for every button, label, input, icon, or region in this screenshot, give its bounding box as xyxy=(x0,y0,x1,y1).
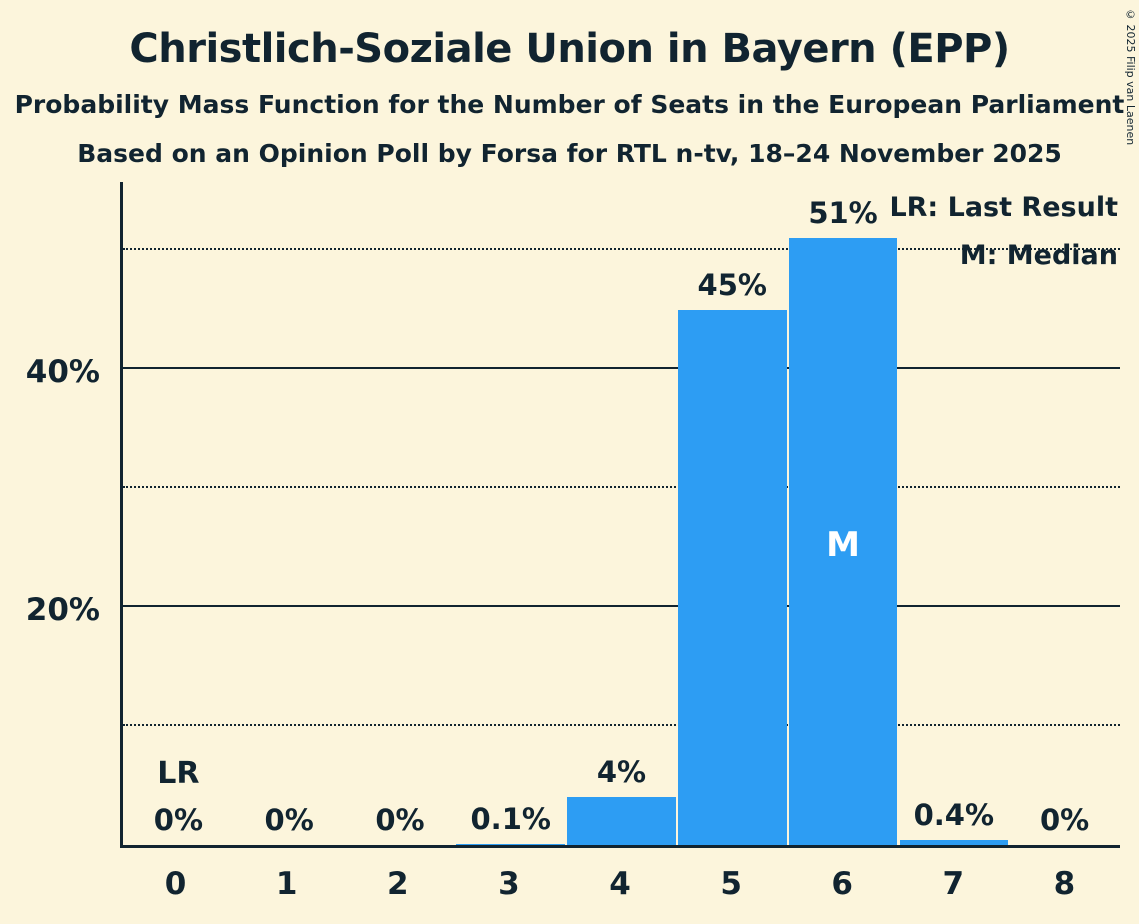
bar-value-label-4: 4% xyxy=(596,755,647,790)
bar-value-label-6: 51% xyxy=(808,196,878,231)
bar-value-label-7: 0.4% xyxy=(913,798,995,833)
bar-seats-3 xyxy=(456,843,565,845)
bar-value-label-3: 0.1% xyxy=(470,801,551,836)
x-tick-label-0: 0 xyxy=(164,866,187,902)
bar-seats-7 xyxy=(899,840,1009,845)
chart-subtitle: Probability Mass Function for the Number… xyxy=(14,90,1125,119)
x-tick-label-4: 4 xyxy=(609,866,631,902)
plot-area: 0% LR 0% 0% 0.1% 4% 45% 51% M 0.4% 0% xyxy=(120,182,1120,848)
legend-last-result: LR: Last Result xyxy=(889,192,1118,223)
gridline-solid-40 xyxy=(123,367,1120,370)
y-tick-label-20: 20% xyxy=(25,592,100,629)
bar-seats-6 xyxy=(788,238,898,845)
median-marker: M xyxy=(826,524,860,565)
bar-value-label-8: 0% xyxy=(1039,803,1090,837)
x-tick-label-6: 6 xyxy=(831,866,853,902)
x-tick-label-5: 5 xyxy=(720,866,742,902)
gridline-dotted-10 xyxy=(123,724,1120,727)
x-tick-label-2: 2 xyxy=(386,866,409,902)
category-slot-4: 4% xyxy=(566,182,677,845)
gridline-dotted-50 xyxy=(123,248,1120,251)
x-tick-label-1: 1 xyxy=(275,866,298,902)
category-slot-7: 0.4% xyxy=(898,182,1009,845)
category-slot-8: 0% xyxy=(1009,182,1120,845)
chart-title: Christlich-Soziale Union in Bayern (EPP) xyxy=(129,26,1010,72)
legend-median: M: Median xyxy=(959,240,1118,271)
category-slot-3: 0.1% xyxy=(455,182,566,845)
bar-value-label-2: 0% xyxy=(375,803,425,837)
bar-seats-5 xyxy=(677,309,787,845)
bar-value-label-5: 45% xyxy=(697,267,767,302)
bar-value-label-1: 0% xyxy=(264,803,314,837)
gridline-solid-20 xyxy=(123,605,1120,608)
category-slot-6: 51% M xyxy=(788,182,899,845)
category-slot-2: 0% xyxy=(345,182,456,845)
y-tick-label-40: 40% xyxy=(25,354,100,391)
x-axis-tick-labels: 0 1 2 3 4 5 6 7 8 xyxy=(120,866,1120,910)
legend: LR: Last Result M: Median xyxy=(889,184,1118,280)
category-slot-1: 0% xyxy=(234,182,345,845)
category-slot-0: 0% LR xyxy=(123,182,234,845)
y-axis-tick-labels: 20% 40% xyxy=(0,182,106,848)
category-slot-5: 45% xyxy=(677,182,788,845)
x-tick-label-7: 7 xyxy=(942,866,965,902)
gridline-dotted-30 xyxy=(123,486,1120,489)
x-tick-label-3: 3 xyxy=(498,866,520,902)
last-result-marker: LR xyxy=(157,756,200,791)
bar-seats-4 xyxy=(567,797,676,845)
copyright-notice: © 2025 Filip van Laenen xyxy=(1124,8,1137,146)
poll-source-subtitle: Based on an Opinion Poll by Forsa for RT… xyxy=(77,139,1062,168)
x-tick-label-8: 8 xyxy=(1053,866,1076,902)
bar-value-label-0: 0% xyxy=(153,803,204,837)
